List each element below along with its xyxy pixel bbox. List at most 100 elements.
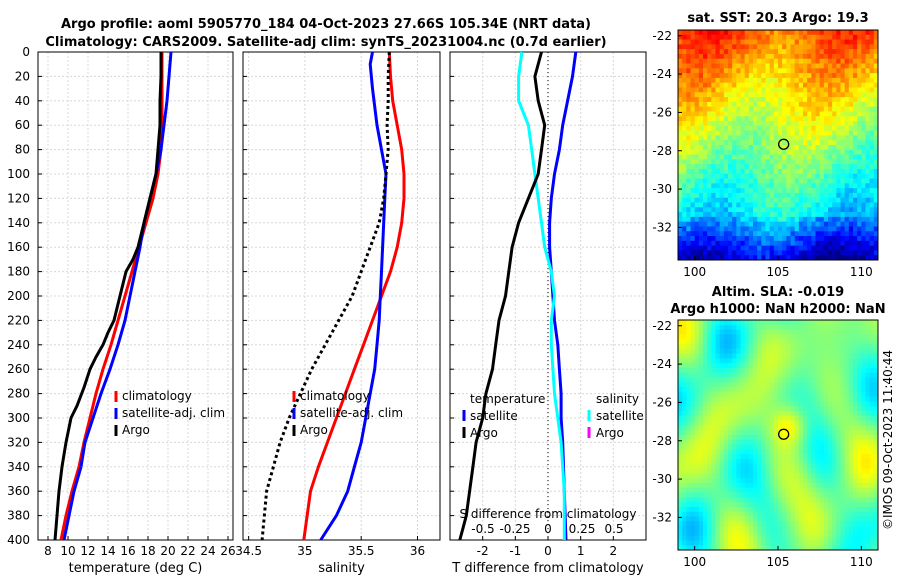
map-cell — [840, 367, 846, 374]
map-cell — [861, 372, 866, 378]
map-cell — [686, 188, 691, 194]
map-cell — [865, 154, 871, 160]
map-y-tick-label: -24 — [652, 67, 672, 81]
y-tick-label: 260 — [7, 362, 30, 376]
map-cell — [782, 521, 787, 527]
map-cell — [815, 396, 821, 402]
map-cell — [798, 391, 804, 398]
map-cell — [861, 406, 866, 412]
map-cell — [819, 53, 825, 60]
map-cell — [828, 30, 833, 36]
map-cell — [865, 92, 871, 98]
map-cell — [857, 482, 862, 489]
map-cell — [815, 430, 821, 436]
map-cell — [690, 487, 696, 493]
map-cell — [703, 329, 708, 335]
map-cell — [736, 516, 741, 522]
map-cell — [811, 154, 816, 160]
map-cell — [757, 535, 762, 541]
map-cell — [836, 468, 841, 474]
map-cell — [694, 540, 700, 546]
map-cell — [873, 320, 879, 326]
map-cell — [786, 121, 791, 127]
map-cell — [844, 411, 850, 417]
map-cell — [832, 458, 837, 465]
map-cell — [723, 49, 729, 55]
map-cell — [819, 183, 825, 189]
map-cell — [694, 545, 700, 551]
map-cell — [723, 449, 729, 455]
map-cell — [811, 87, 816, 93]
map-cell — [782, 382, 787, 388]
map-cell — [790, 463, 796, 469]
map-cell — [819, 116, 825, 122]
map-cell — [853, 121, 858, 127]
map-cell — [815, 535, 821, 541]
map-cell — [782, 178, 787, 184]
map-cell — [703, 236, 708, 242]
map-cell — [744, 34, 750, 40]
map-cell — [807, 106, 812, 112]
map-cell — [848, 324, 854, 330]
map-cell — [819, 255, 825, 261]
map-cell — [711, 478, 716, 484]
map-cell — [732, 482, 737, 489]
map-cell — [836, 97, 841, 103]
map-cell — [836, 188, 841, 194]
map-cell — [744, 492, 750, 498]
map-cell — [807, 506, 812, 513]
map-cell — [723, 140, 729, 146]
map-cell — [732, 236, 737, 242]
map-cell — [694, 168, 700, 175]
map-cell — [682, 168, 687, 175]
map-cell — [765, 430, 771, 436]
map-cell — [803, 463, 808, 469]
map-cell — [790, 439, 796, 445]
map-cell — [853, 226, 858, 232]
map-cell — [815, 382, 821, 388]
map-cell — [844, 212, 850, 218]
map-cell — [698, 77, 704, 84]
map-cell — [844, 454, 850, 460]
map-cell — [832, 516, 837, 522]
map-cell — [861, 497, 866, 503]
map-cell — [832, 49, 837, 55]
map-cell — [853, 255, 858, 261]
map-cell — [703, 506, 708, 513]
map-cell — [815, 367, 821, 374]
map-cell — [719, 82, 725, 88]
map-cell — [857, 506, 862, 513]
map-cell — [807, 334, 812, 340]
map-cell — [836, 240, 841, 247]
map-cell — [682, 130, 687, 136]
map-cell — [711, 197, 716, 203]
map-cell — [753, 44, 758, 50]
map-cell — [811, 101, 816, 108]
map-cell — [723, 468, 729, 474]
map-cell — [744, 320, 750, 326]
map-cell — [865, 382, 871, 388]
map-cell — [803, 435, 808, 441]
map-cell — [782, 526, 787, 532]
map-cell — [690, 130, 696, 136]
map-cell — [707, 511, 712, 517]
map-cell — [732, 329, 737, 335]
map-cell — [723, 250, 729, 256]
map-cell — [840, 236, 846, 242]
map-cell — [732, 545, 737, 551]
map-cell — [690, 391, 696, 398]
series-line-extension — [59, 466, 81, 541]
map-cell — [703, 358, 708, 364]
legend-label: satellite-adj. clim — [300, 406, 403, 420]
map-cell — [811, 212, 816, 218]
map-cell — [836, 30, 841, 36]
map-cell — [840, 39, 846, 45]
map-cell — [848, 221, 854, 227]
map-cell — [857, 121, 862, 127]
map-cell — [786, 53, 791, 60]
map-cell — [703, 92, 708, 98]
map-cell — [832, 487, 837, 493]
map-cell — [844, 82, 850, 88]
map-cell — [753, 49, 758, 55]
map-cell — [840, 173, 846, 179]
